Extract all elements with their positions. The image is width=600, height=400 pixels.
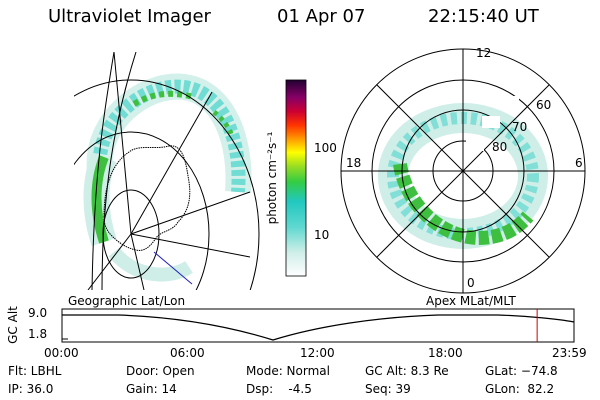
geo-aurora-oval bbox=[83, 73, 252, 282]
polar-mlt-plot bbox=[340, 48, 586, 294]
colorbar-label: photon cm⁻²s⁻¹ bbox=[266, 131, 279, 224]
info-flt: Flt: LBHL bbox=[8, 364, 62, 378]
color-bar: photon cm⁻²s⁻¹ bbox=[266, 79, 307, 277]
polar-grid bbox=[340, 48, 586, 294]
info-glon: GLon: 82.2 bbox=[485, 382, 555, 396]
timeline-xtick-4: 23:59 bbox=[552, 346, 587, 360]
apex-caption: Apex MLat/MLT bbox=[426, 294, 516, 308]
time-label: 22:15:40 UT bbox=[428, 6, 539, 27]
colorbar-tick-10: 10 bbox=[314, 228, 330, 242]
timeline-xtick-2: 12:00 bbox=[300, 346, 335, 360]
timeline-ytick-9: 9.0 bbox=[28, 306, 48, 320]
geographic-map bbox=[74, 52, 260, 290]
lat-label-80: 80 bbox=[492, 140, 508, 154]
info-gain: Gain: 14 bbox=[126, 382, 177, 396]
geo-graticule bbox=[74, 52, 260, 290]
date-label: 01 Apr 07 bbox=[277, 6, 366, 27]
altitude-timeline bbox=[61, 308, 575, 343]
instrument-title: Ultraviolet Imager bbox=[48, 6, 211, 27]
mlt-label-6: 6 bbox=[575, 156, 583, 170]
altitude-curve bbox=[62, 314, 575, 341]
mlt-label-0: 0 bbox=[467, 276, 475, 290]
mlt-label-12: 12 bbox=[476, 46, 492, 60]
satellite-track bbox=[153, 251, 193, 285]
timeline-xtick-0: 00:00 bbox=[44, 346, 79, 360]
timeline-xtick-3: 18:00 bbox=[428, 346, 463, 360]
info-ip: IP: 36.0 bbox=[8, 382, 54, 396]
timeline-ytick-1: 1.8 bbox=[28, 327, 48, 341]
lat-label-60: 60 bbox=[536, 98, 552, 112]
timeline-xtick-1: 06:00 bbox=[170, 346, 205, 360]
info-mode: Mode: Normal bbox=[246, 364, 330, 378]
timeline-ylabel: GC Alt bbox=[5, 306, 20, 344]
info-glat: GLat: −74.8 bbox=[485, 364, 558, 378]
info-door: Door: Open bbox=[126, 364, 195, 378]
info-gc-alt: GC Alt: 8.3 Re bbox=[365, 364, 449, 378]
info-seq: Seq: 39 bbox=[365, 382, 411, 396]
lat-label-70: 70 bbox=[512, 120, 528, 134]
geo-coastline bbox=[103, 145, 191, 251]
geographic-caption: Geographic Lat/Lon bbox=[68, 294, 186, 308]
info-dsp: Dsp: -4.5 bbox=[246, 382, 312, 396]
mlt-label-18: 18 bbox=[346, 156, 362, 170]
colorbar-tick-100: 100 bbox=[314, 141, 337, 155]
